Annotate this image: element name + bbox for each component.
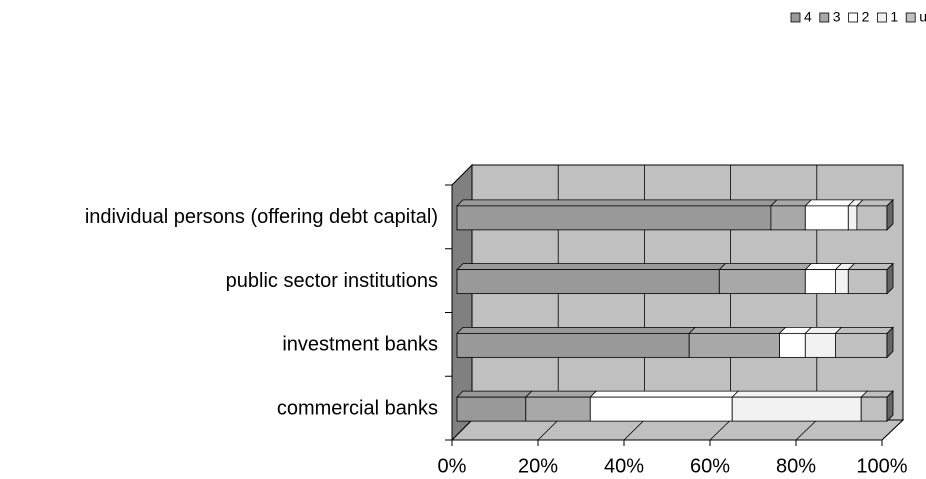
bar-segment bbox=[804, 263, 843, 295]
floor-grid bbox=[709, 419, 731, 441]
bar-front bbox=[525, 396, 591, 422]
bar-top bbox=[456, 326, 697, 334]
bar-segment bbox=[834, 326, 894, 359]
bar-segment bbox=[769, 199, 813, 231]
category-label: investment banks bbox=[282, 334, 438, 356]
bar-front bbox=[835, 269, 849, 295]
legend-label: 1 bbox=[890, 9, 898, 25]
bar-segment bbox=[718, 263, 813, 295]
bar-top bbox=[456, 263, 727, 271]
bar-segment bbox=[847, 262, 894, 295]
floor bbox=[450, 419, 905, 441]
bar-segment bbox=[731, 390, 869, 422]
bar-front bbox=[804, 269, 836, 295]
bar-top bbox=[456, 390, 533, 398]
bar-segment bbox=[589, 390, 740, 422]
bar-end bbox=[886, 390, 894, 423]
category-label: individual persons (offering debt capita… bbox=[85, 206, 438, 228]
legend-label: 3 bbox=[833, 9, 841, 25]
bar-front bbox=[688, 332, 780, 358]
bar-front bbox=[847, 205, 858, 231]
legend-swatch bbox=[790, 12, 801, 23]
x-tick-label: 40% bbox=[604, 455, 644, 477]
bar-top bbox=[769, 199, 813, 207]
floor-grid bbox=[795, 419, 818, 441]
bar-end bbox=[886, 262, 894, 295]
bar-top bbox=[834, 326, 894, 334]
x-tick-label: 100% bbox=[856, 455, 907, 477]
x-tick-label: 80% bbox=[776, 455, 816, 477]
bar-front bbox=[456, 269, 720, 295]
bar-segment bbox=[456, 326, 697, 358]
x-tick-label: 20% bbox=[518, 455, 558, 477]
bar-front bbox=[804, 332, 836, 358]
bar-top bbox=[524, 390, 598, 398]
bar-top bbox=[718, 263, 813, 271]
bar-segment bbox=[804, 326, 843, 358]
bar-segment bbox=[456, 199, 778, 231]
legend-label: unanswered bbox=[919, 9, 926, 25]
category-label: public sector institutions bbox=[226, 270, 438, 292]
bar-top bbox=[688, 326, 787, 334]
legend-swatch bbox=[848, 12, 858, 23]
floor-grid bbox=[537, 419, 559, 441]
bar-front bbox=[456, 396, 527, 422]
bar-end bbox=[886, 198, 894, 231]
bar-segment bbox=[804, 199, 856, 231]
bar-top bbox=[847, 263, 894, 271]
bar-front bbox=[456, 332, 690, 358]
bar-front bbox=[856, 205, 888, 231]
bar-front bbox=[835, 332, 888, 358]
floor-grid bbox=[623, 419, 645, 441]
bar-segment bbox=[456, 390, 533, 422]
legend-label: 2 bbox=[862, 9, 870, 25]
bar-segment bbox=[834, 263, 856, 295]
bar-segment bbox=[456, 263, 727, 295]
bar-top bbox=[731, 390, 869, 398]
bar-front bbox=[779, 332, 806, 358]
bar-front bbox=[589, 396, 733, 422]
bar-end bbox=[886, 326, 894, 359]
bar-segment bbox=[524, 390, 598, 422]
legend-swatch bbox=[876, 12, 887, 23]
bar-front bbox=[731, 396, 862, 422]
bar-front bbox=[847, 269, 888, 295]
bar-segment bbox=[778, 326, 813, 358]
x-tick-label: 0% bbox=[438, 455, 467, 477]
bar-top bbox=[589, 390, 740, 398]
legend-swatch bbox=[819, 12, 830, 23]
bar-front bbox=[860, 396, 888, 422]
x-tick-label: 60% bbox=[690, 455, 730, 477]
legend-swatch bbox=[905, 12, 916, 23]
bar-segment bbox=[855, 198, 894, 231]
category-label: commercial banks bbox=[277, 397, 438, 419]
bar-front bbox=[804, 205, 849, 231]
bar-segment bbox=[688, 326, 787, 358]
bar-top bbox=[804, 199, 856, 207]
bar-front bbox=[770, 205, 806, 231]
bar-front bbox=[718, 269, 806, 295]
floor-grid bbox=[881, 419, 904, 441]
bar-top bbox=[456, 199, 778, 207]
legend-label: 4 bbox=[804, 9, 812, 25]
bar-segment bbox=[860, 390, 894, 423]
floor-grid bbox=[451, 419, 473, 441]
bar-front bbox=[456, 205, 772, 231]
